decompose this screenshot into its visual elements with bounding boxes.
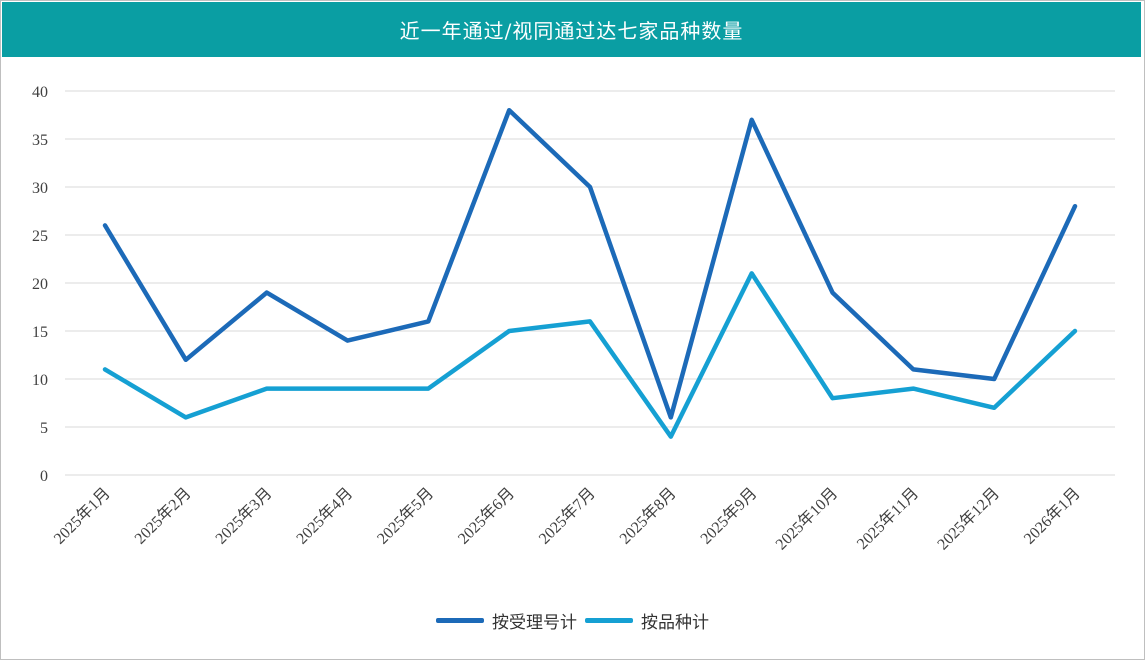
- y-tick-label: 40: [32, 84, 48, 101]
- legend-item-series-2: 按品种计: [585, 608, 709, 633]
- y-tick-label: 30: [32, 180, 48, 197]
- x-tick-label: 2025年7月: [535, 484, 599, 548]
- legend-label-series-2: 按品种计: [641, 613, 709, 633]
- x-tick-label: 2025年5月: [374, 484, 438, 548]
- legend-swatch-series-2: [585, 618, 633, 623]
- x-tick-label: 2025年1月: [50, 484, 114, 548]
- chart-title: 近一年通过/视同通过达七家品种数量: [2, 2, 1141, 57]
- x-tick-label: 2025年11月: [853, 484, 922, 553]
- series-lines: [102, 107, 1078, 439]
- y-tick-label: 15: [32, 324, 48, 341]
- y-tick-label: 10: [32, 372, 48, 389]
- y-tick-label: 20: [32, 276, 48, 293]
- series-line-1: [102, 107, 1078, 420]
- x-tick-label: 2025年4月: [293, 484, 357, 548]
- x-tick-label: 2025年6月: [454, 484, 518, 548]
- x-tick-label: 2025年3月: [212, 484, 276, 548]
- x-tick-label: 2025年8月: [616, 484, 680, 548]
- legend-label-series-1: 按受理号计: [492, 613, 577, 633]
- x-tick-label: 2026年1月: [1020, 484, 1084, 548]
- x-tick-label: 2025年10月: [772, 484, 841, 553]
- x-tick-label: 2025年9月: [697, 484, 761, 548]
- x-tick-label: 2025年2月: [131, 484, 195, 548]
- legend-item-series-1: 按受理号计: [436, 608, 577, 633]
- x-axis-ticks: 2025年1月 2025年2月 2025年3月 2025年4月 2025年5月 2025年…: [50, 484, 1084, 553]
- series-line-2: [102, 271, 1078, 439]
- y-tick-label: 5: [40, 420, 48, 437]
- y-tick-label: 0: [40, 468, 48, 485]
- y-tick-label: 35: [32, 132, 48, 149]
- y-tick-label: 25: [32, 228, 48, 245]
- gridlines: [65, 90, 1115, 476]
- legend: 按受理号计 按品种计: [0, 608, 1145, 633]
- x-tick-label: 2025年12月: [934, 484, 1003, 553]
- legend-swatch-series-1: [436, 618, 484, 623]
- y-axis-ticks: 0 5 10 15 20 25 30 35 40: [32, 84, 48, 485]
